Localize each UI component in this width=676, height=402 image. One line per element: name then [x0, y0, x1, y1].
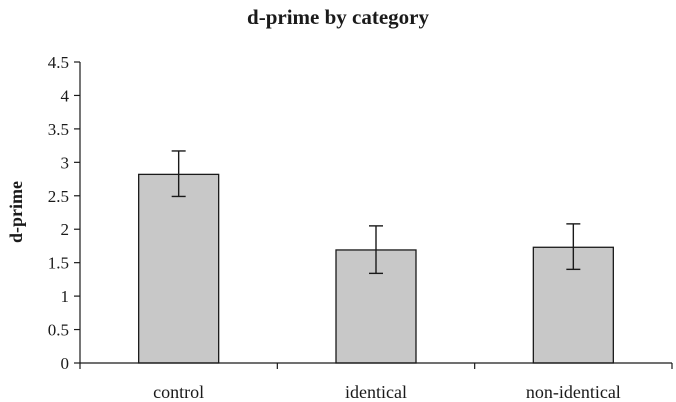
x-category-label: identical: [345, 382, 407, 402]
error-bars: [171, 150, 581, 275]
y-tick-label: 2: [61, 220, 70, 239]
y-tick-label: 1: [61, 287, 70, 306]
x-category-label: control: [153, 382, 204, 402]
y-tick-label: 2.5: [48, 187, 69, 206]
y-tick-label: 3.5: [48, 120, 69, 139]
y-tick-label: 1.5: [48, 254, 69, 273]
x-category-label: non-identical: [526, 382, 621, 402]
bar-control: [138, 173, 220, 364]
y-tick-label: 4: [61, 86, 70, 105]
y-tick-label: 0: [61, 354, 70, 373]
x-axis-ticks: [79, 363, 673, 369]
y-tick-label: 0.5: [48, 321, 69, 340]
y-axis-ticks: 0 0.5 1 1.5 2 2.5 3 3.5 4 4.5: [48, 53, 80, 373]
y-tick-label: 4.5: [48, 53, 69, 72]
chart-title: d-prime by category: [247, 5, 429, 29]
y-tick-label: 3: [61, 153, 70, 172]
x-axis-labels: control identical non-identical: [153, 382, 621, 402]
y-axis-label: d-prime: [6, 181, 26, 243]
